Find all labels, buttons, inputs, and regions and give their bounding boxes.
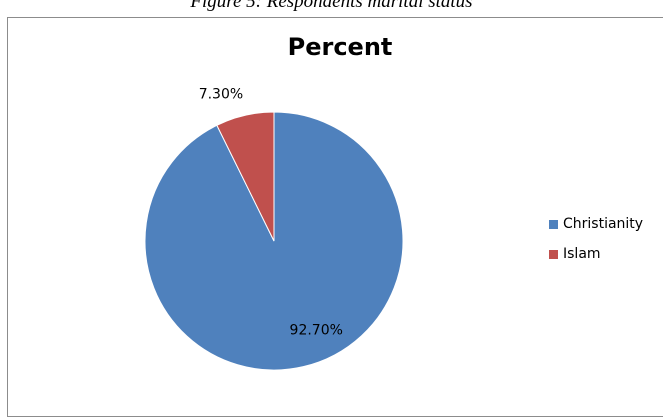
data-label-christianity: 92.70% bbox=[290, 322, 343, 338]
legend-item-islam: Islam bbox=[549, 243, 643, 265]
legend-swatch-christianity bbox=[549, 219, 558, 229]
legend: Christianity Islam bbox=[549, 213, 643, 273]
legend-label-islam: Islam bbox=[563, 246, 601, 262]
legend-item-christianity: Christianity bbox=[549, 213, 643, 235]
legend-label-christianity: Christianity bbox=[563, 216, 644, 232]
legend-swatch-islam bbox=[549, 249, 558, 259]
pie-slice-islam bbox=[216, 111, 275, 242]
figure-caption: Figure 5: Respondents marital status bbox=[190, 0, 473, 12]
chart-title: Percent bbox=[287, 33, 393, 61]
pie-data-labels: 92.70% 7.30% bbox=[199, 87, 343, 339]
data-label-islam: 7.30% bbox=[199, 87, 243, 103]
pie-chart: 92.70% 7.30% bbox=[144, 87, 404, 371]
pie-slices bbox=[144, 111, 404, 371]
